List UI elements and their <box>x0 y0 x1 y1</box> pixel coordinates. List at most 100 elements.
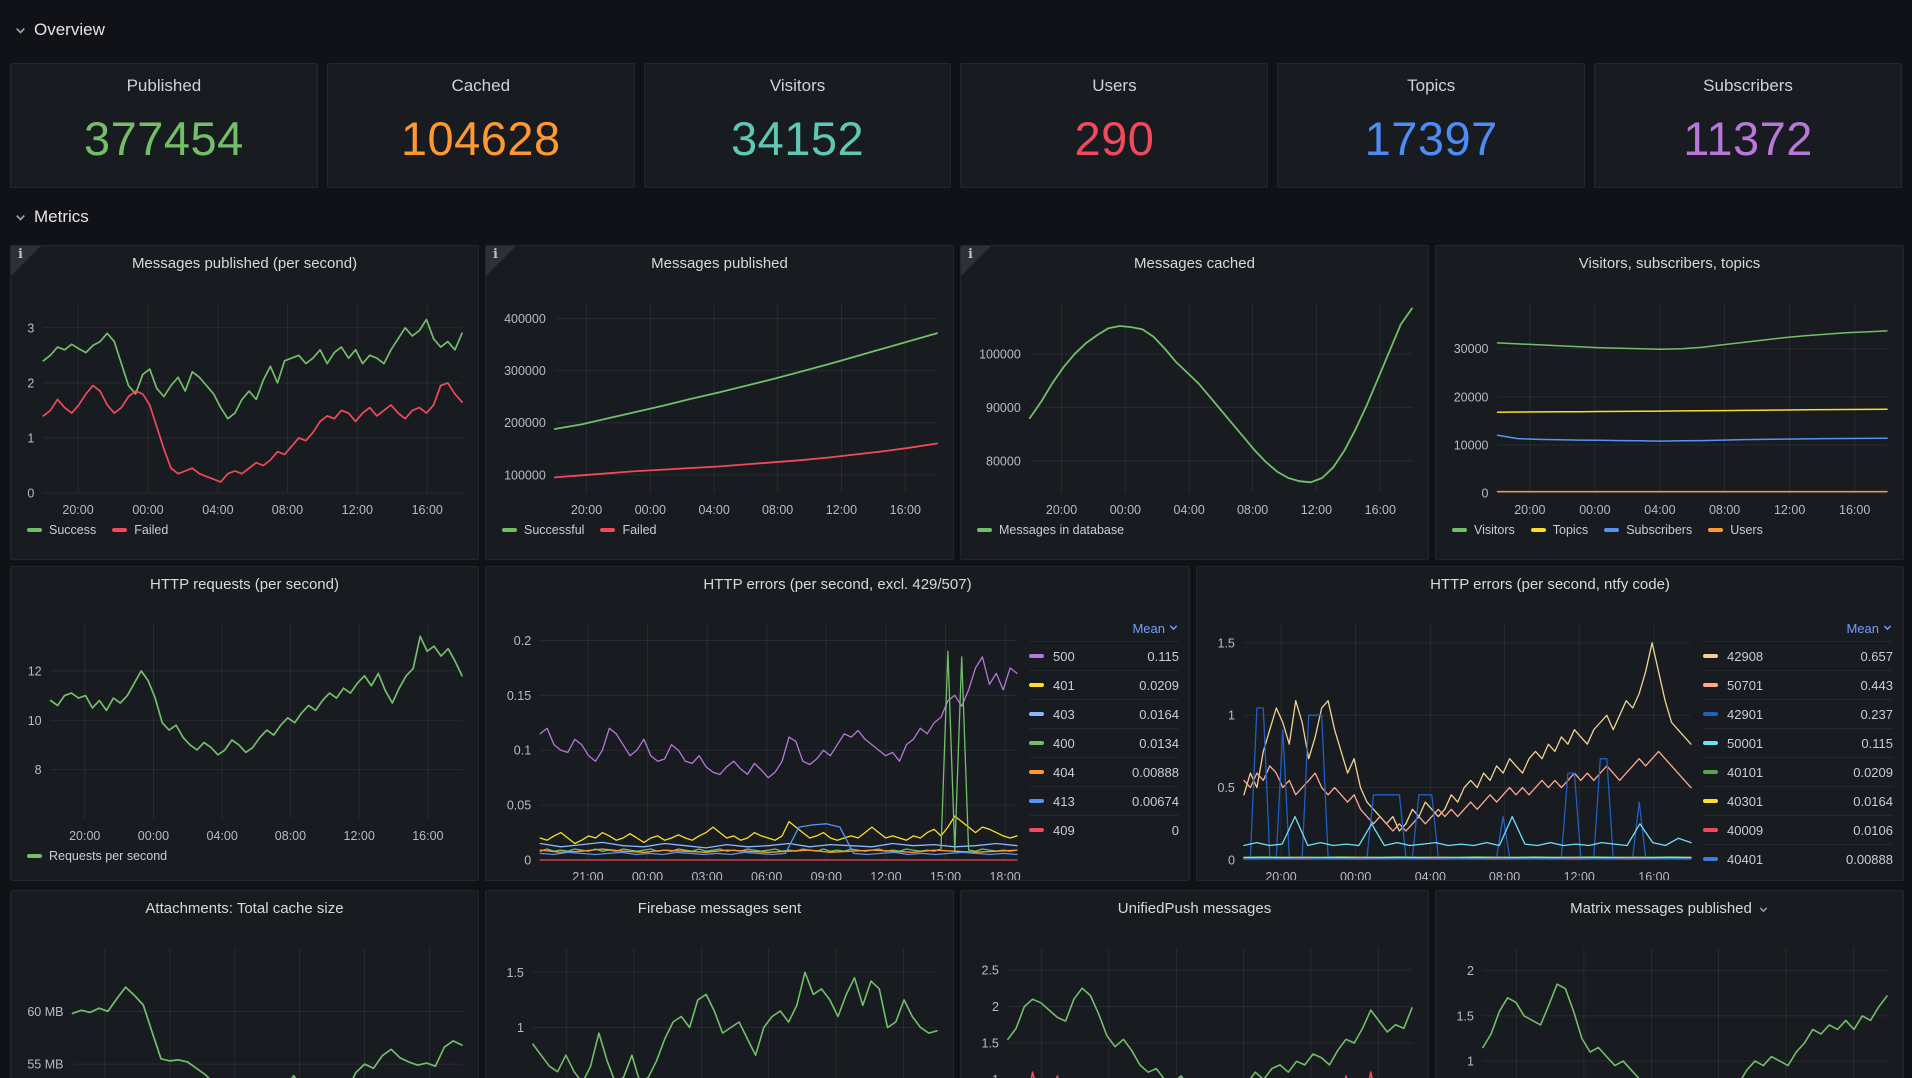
stat-panel-subscribers: Subscribers 11372 <box>1594 63 1902 188</box>
panel-info-icon[interactable]: i <box>11 246 41 276</box>
legend-label: 40301 <box>1727 793 1764 809</box>
stat-title: Visitors <box>769 76 826 95</box>
panel-title[interactable]: Messages cached <box>961 246 1428 280</box>
series-line-messages-in-database <box>1028 307 1413 484</box>
panel-title[interactable]: HTTP errors (per second, ntfy code) <box>1197 567 1903 601</box>
panel-info-icon[interactable]: i <box>486 246 516 276</box>
series-line-visitors <box>1496 330 1888 350</box>
panel-title[interactable]: Attachments: Total cache size <box>11 891 478 925</box>
svg-text:12:00: 12:00 <box>342 503 373 517</box>
svg-text:0.15: 0.15 <box>507 689 531 703</box>
legend-mean-sort[interactable]: Mean <box>1703 615 1893 641</box>
panel-title[interactable]: Messages published (per second) <box>11 246 478 280</box>
legend-row-40301[interactable]: 40301 0.0164 <box>1703 786 1893 815</box>
chart-canvas: 20:00 00:00 04:00 08:00 12:00 16:00 0 10000 2000… <box>1454 303 1888 517</box>
legend-row-40401[interactable]: 40401 0.00888 <box>1703 844 1893 873</box>
legend-item-messages-in-database[interactable]: Messages in database <box>977 523 1124 537</box>
legend-row-401[interactable]: 401 0.0209 <box>1029 670 1179 699</box>
legend-row-413[interactable]: 413 0.00674 <box>1029 786 1179 815</box>
section-header-overview[interactable]: Overview <box>14 20 105 40</box>
panel-title[interactable]: Firebase messages sent <box>486 891 953 925</box>
svg-text:00:00: 00:00 <box>1110 503 1141 517</box>
legend-label: Topics <box>1552 523 1589 537</box>
panel-title[interactable]: Visitors, subscribers, topics <box>1436 246 1903 280</box>
panel-title-text: UnifiedPush messages <box>1117 899 1272 917</box>
series-line-50001 <box>1243 815 1692 847</box>
chevron-down-icon <box>1168 621 1179 636</box>
legend-item-success[interactable]: Success <box>27 523 96 537</box>
legend-label: Subscribers <box>1626 523 1693 537</box>
svg-text:06:00: 06:00 <box>751 870 782 880</box>
series-line-topics <box>1496 408 1888 413</box>
legend-item-requests-per-second[interactable]: Requests per second <box>27 849 167 863</box>
legend-row-42908[interactable]: 42908 0.657 <box>1703 641 1893 670</box>
section-header-metrics[interactable]: Metrics <box>14 207 89 227</box>
panel-title[interactable]: Messages published <box>486 246 953 280</box>
legend-label: 50701 <box>1727 677 1764 693</box>
stat-title: Subscribers <box>1703 76 1793 95</box>
legend-swatch <box>1029 712 1044 716</box>
panel-title[interactable]: Matrix messages published <box>1436 891 1903 925</box>
panel-title[interactable]: HTTP requests (per second) <box>11 567 478 601</box>
legend-row-500[interactable]: 500 0.115 <box>1029 641 1179 670</box>
legend-row-400[interactable]: 400 0.0134 <box>1029 728 1179 757</box>
legend-item-users[interactable]: Users <box>1708 523 1763 537</box>
legend-label: 42908 <box>1727 648 1764 664</box>
legend-swatch <box>1029 770 1044 774</box>
svg-text:09:00: 09:00 <box>811 870 842 880</box>
legend-swatch <box>502 528 517 532</box>
legend-row-50001[interactable]: 50001 0.115 <box>1703 728 1893 757</box>
legend-swatch <box>1703 770 1718 774</box>
svg-text:0.1: 0.1 <box>514 744 531 758</box>
legend-item-topics[interactable]: Topics <box>1530 523 1589 537</box>
panel-title[interactable]: HTTP errors (per second, excl. 429/507) <box>486 567 1189 601</box>
stat-value: 11372 <box>1683 112 1813 165</box>
svg-text:2: 2 <box>27 376 34 390</box>
legend-mean-sort[interactable]: Mean <box>1029 615 1179 641</box>
legend-label: Successful <box>524 523 585 537</box>
legend-item-failed[interactable]: Failed <box>112 523 168 537</box>
panel-http-errors-per-second-excl-429-507: HTTP errors (per second, excl. 429/507) 2… <box>485 566 1190 881</box>
legend-table: Mean 500 0.115 401 0.0209 403 0.0164 400 0.0134 4… <box>1029 615 1179 844</box>
legend-item-subscribers[interactable]: Subscribers <box>1604 523 1692 537</box>
legend-row-403[interactable]: 403 0.0164 <box>1029 699 1179 728</box>
chart-canvas: 20:00 00:00 04:00 08:00 12:00 16:00 0 1 2 3 <box>27 303 463 517</box>
legend-row-404[interactable]: 404 0.00888 <box>1029 757 1179 786</box>
svg-text:08:00: 08:00 <box>762 503 793 517</box>
svg-text:20:00: 20:00 <box>1046 503 1077 517</box>
legend-swatch <box>600 528 616 532</box>
legend-row-409[interactable]: 409 0 <box>1029 815 1179 844</box>
legend-row-42901[interactable]: 42901 0.237 <box>1703 699 1893 728</box>
legend-swatch <box>112 528 128 532</box>
legend-swatch <box>27 528 42 532</box>
panel-title-text: HTTP errors (per second, excl. 429/507) <box>703 575 972 593</box>
panel-firebase-messages-sent: Firebase messages sent 0.5 1 1.5 <box>485 890 954 1078</box>
panel-title[interactable]: UnifiedPush messages <box>961 891 1428 925</box>
svg-text:20:00: 20:00 <box>69 829 100 843</box>
svg-text:8: 8 <box>35 763 42 777</box>
series-line-unifiedpush <box>1007 987 1413 1078</box>
panel-title-text: Messages published (per second) <box>131 254 358 272</box>
legend-row-50701[interactable]: 50701 0.443 <box>1703 670 1893 699</box>
svg-text:300000: 300000 <box>504 364 546 378</box>
svg-text:1: 1 <box>992 1073 999 1078</box>
legend-label: 40009 <box>1727 822 1764 838</box>
legend-item-failed[interactable]: Failed <box>600 523 657 537</box>
legend-item-visitors[interactable]: Visitors <box>1452 523 1515 537</box>
svg-text:20:00: 20:00 <box>571 503 602 517</box>
legend-item-successful[interactable]: Successful <box>502 523 584 537</box>
legend-row-40009[interactable]: 40009 0.0106 <box>1703 815 1893 844</box>
legend-row-40101[interactable]: 40101 0.0209 <box>1703 757 1893 786</box>
legend-mean-value: 0.115 <box>1147 648 1179 664</box>
stat-panel-cached: Cached 104628 <box>326 63 635 188</box>
legend-mean-value: 0.00674 <box>1132 793 1179 809</box>
chevron-down-icon <box>14 211 27 224</box>
legend-label: Success <box>49 523 97 537</box>
series-line-404 <box>539 848 1018 853</box>
panel-info-icon[interactable]: i <box>961 246 991 276</box>
stat-value: 290 <box>1074 112 1155 165</box>
panel-title-text: Messages cached <box>1134 254 1255 272</box>
chart-legend: Successful Failed <box>502 523 657 537</box>
panel-messages-cached: i Messages cached 20:00 00:00 04:00 08:00 12:0… <box>960 245 1429 560</box>
